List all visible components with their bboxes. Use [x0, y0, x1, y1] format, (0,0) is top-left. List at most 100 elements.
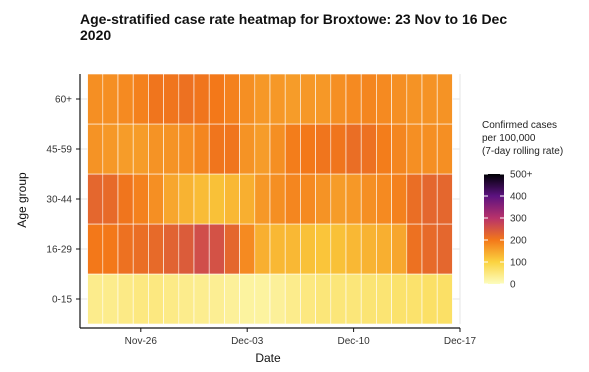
heatmap-cell [163, 223, 180, 275]
heatmap-cell [132, 123, 149, 175]
heatmap-cell [163, 273, 180, 325]
chart-title-line-2: 2020 [80, 27, 111, 43]
heatmap-cell [87, 123, 104, 175]
heatmap-cell [102, 173, 119, 225]
heatmap-cell [239, 73, 256, 125]
heatmap-cell [376, 273, 392, 325]
heatmap-cell [360, 123, 377, 175]
heatmap-cell [284, 173, 301, 225]
heatmap-cell [421, 173, 438, 225]
y-tick-label: 0-15 [52, 295, 72, 306]
heatmap-cell [360, 173, 377, 225]
heatmap-cell [117, 123, 134, 175]
heatmap-cell [148, 73, 164, 125]
heatmap-cell [148, 223, 164, 275]
x-tick-label: Dec-03 [231, 336, 264, 347]
heatmap-cell [330, 273, 347, 325]
heatmap-cell [300, 73, 316, 125]
heatmap-cell [300, 173, 316, 225]
heatmap-cell [163, 173, 180, 225]
heatmap-cell [178, 273, 195, 325]
heatmap-cell [178, 73, 195, 125]
heatmap-cell [284, 123, 301, 175]
heatmap-cell [178, 173, 195, 225]
heatmap-cell [102, 223, 119, 275]
legend-title-line-1: Confirmed cases [482, 120, 557, 131]
heatmap-cell [345, 173, 362, 225]
y-tick-label: 60+ [55, 95, 72, 106]
heatmap-cell [102, 273, 119, 325]
y-tick-label: 30-44 [46, 195, 72, 206]
heatmap-cell [330, 73, 347, 125]
heatmap-cell [224, 273, 240, 325]
heatmap-cell [406, 273, 423, 325]
heatmap-cell [193, 223, 210, 275]
heatmap-cell [421, 223, 438, 275]
heatmap-cell [208, 273, 225, 325]
heatmap-cell [345, 73, 362, 125]
heatmap-cell [224, 173, 240, 225]
heatmap-cell [421, 73, 438, 125]
x-tick-label: Dec-10 [337, 336, 370, 347]
heatmap-cell [87, 223, 104, 275]
heatmap-cell [239, 273, 256, 325]
heatmap-cell [102, 123, 119, 175]
heatmap-cell [315, 173, 332, 225]
x-axis-title: Date [255, 351, 281, 365]
heatmap-cell [117, 223, 134, 275]
heatmap-cell [330, 173, 347, 225]
heatmap-cell [330, 223, 347, 275]
heatmap-cell [406, 223, 423, 275]
heatmap-cell [315, 73, 332, 125]
heatmap-cell [345, 273, 362, 325]
heatmap-cell [193, 173, 210, 225]
heatmap-cell [132, 223, 149, 275]
heatmap-cell [132, 173, 149, 225]
heatmap-cell [345, 123, 362, 175]
heatmap-cell [254, 223, 271, 275]
heatmap-cell [117, 273, 134, 325]
heatmap-cell [87, 273, 104, 325]
legend-tick-label: 400 [510, 192, 527, 203]
heatmap-cell [269, 123, 286, 175]
heatmap-cell [360, 273, 377, 325]
heatmap-cell [163, 123, 180, 175]
heatmap-cell [284, 223, 301, 275]
heatmap-cell [315, 223, 332, 275]
heatmap-cell [391, 123, 408, 175]
heatmap-cell [269, 73, 286, 125]
heatmap-cell [254, 73, 271, 125]
heatmap-cell [330, 123, 347, 175]
heatmap-cell [300, 123, 316, 175]
legend-tick-label: 200 [510, 236, 527, 247]
heatmap-cell [300, 273, 316, 325]
legend-tick-label: 500+ [510, 170, 533, 181]
heatmap-cell [224, 223, 240, 275]
heatmap-cell [300, 223, 316, 275]
chart-title-line-1: Age-stratified case rate heatmap for Bro… [80, 11, 507, 27]
heatmap-cell [391, 273, 408, 325]
heatmap-cell [376, 173, 392, 225]
heatmap-cell [132, 73, 149, 125]
heatmap-cell [436, 273, 453, 325]
heatmap-cell [224, 123, 240, 175]
heatmap-cell [284, 273, 301, 325]
heatmap-cell [345, 223, 362, 275]
heatmap-cell [208, 73, 225, 125]
heatmap-cell [148, 273, 164, 325]
heatmap-cell [239, 173, 256, 225]
heatmap-cell [406, 123, 423, 175]
heatmap-cell [178, 223, 195, 275]
legend-colorbar [484, 174, 504, 284]
legend-title-line-2: per 100,000 [482, 133, 536, 144]
heatmap-cell [208, 173, 225, 225]
heatmap-cell [193, 73, 210, 125]
heatmap-cell [269, 223, 286, 275]
heatmap-cell [315, 123, 332, 175]
heatmap-cell [132, 273, 149, 325]
heatmap-cell [254, 123, 271, 175]
heatmap-cell [117, 173, 134, 225]
heatmap-cell [148, 173, 164, 225]
y-tick-label: 16-29 [46, 245, 72, 256]
